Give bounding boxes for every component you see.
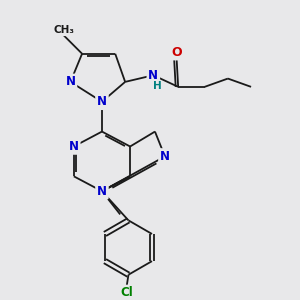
Text: N: N [160, 150, 170, 163]
Text: O: O [171, 46, 182, 59]
Text: Cl: Cl [120, 286, 133, 299]
Text: N: N [69, 140, 79, 153]
Text: N: N [97, 95, 107, 108]
Text: N: N [65, 75, 76, 88]
Text: CH₃: CH₃ [53, 25, 74, 34]
Text: H: H [153, 81, 162, 91]
Text: N: N [97, 185, 107, 198]
Text: N: N [148, 69, 158, 82]
